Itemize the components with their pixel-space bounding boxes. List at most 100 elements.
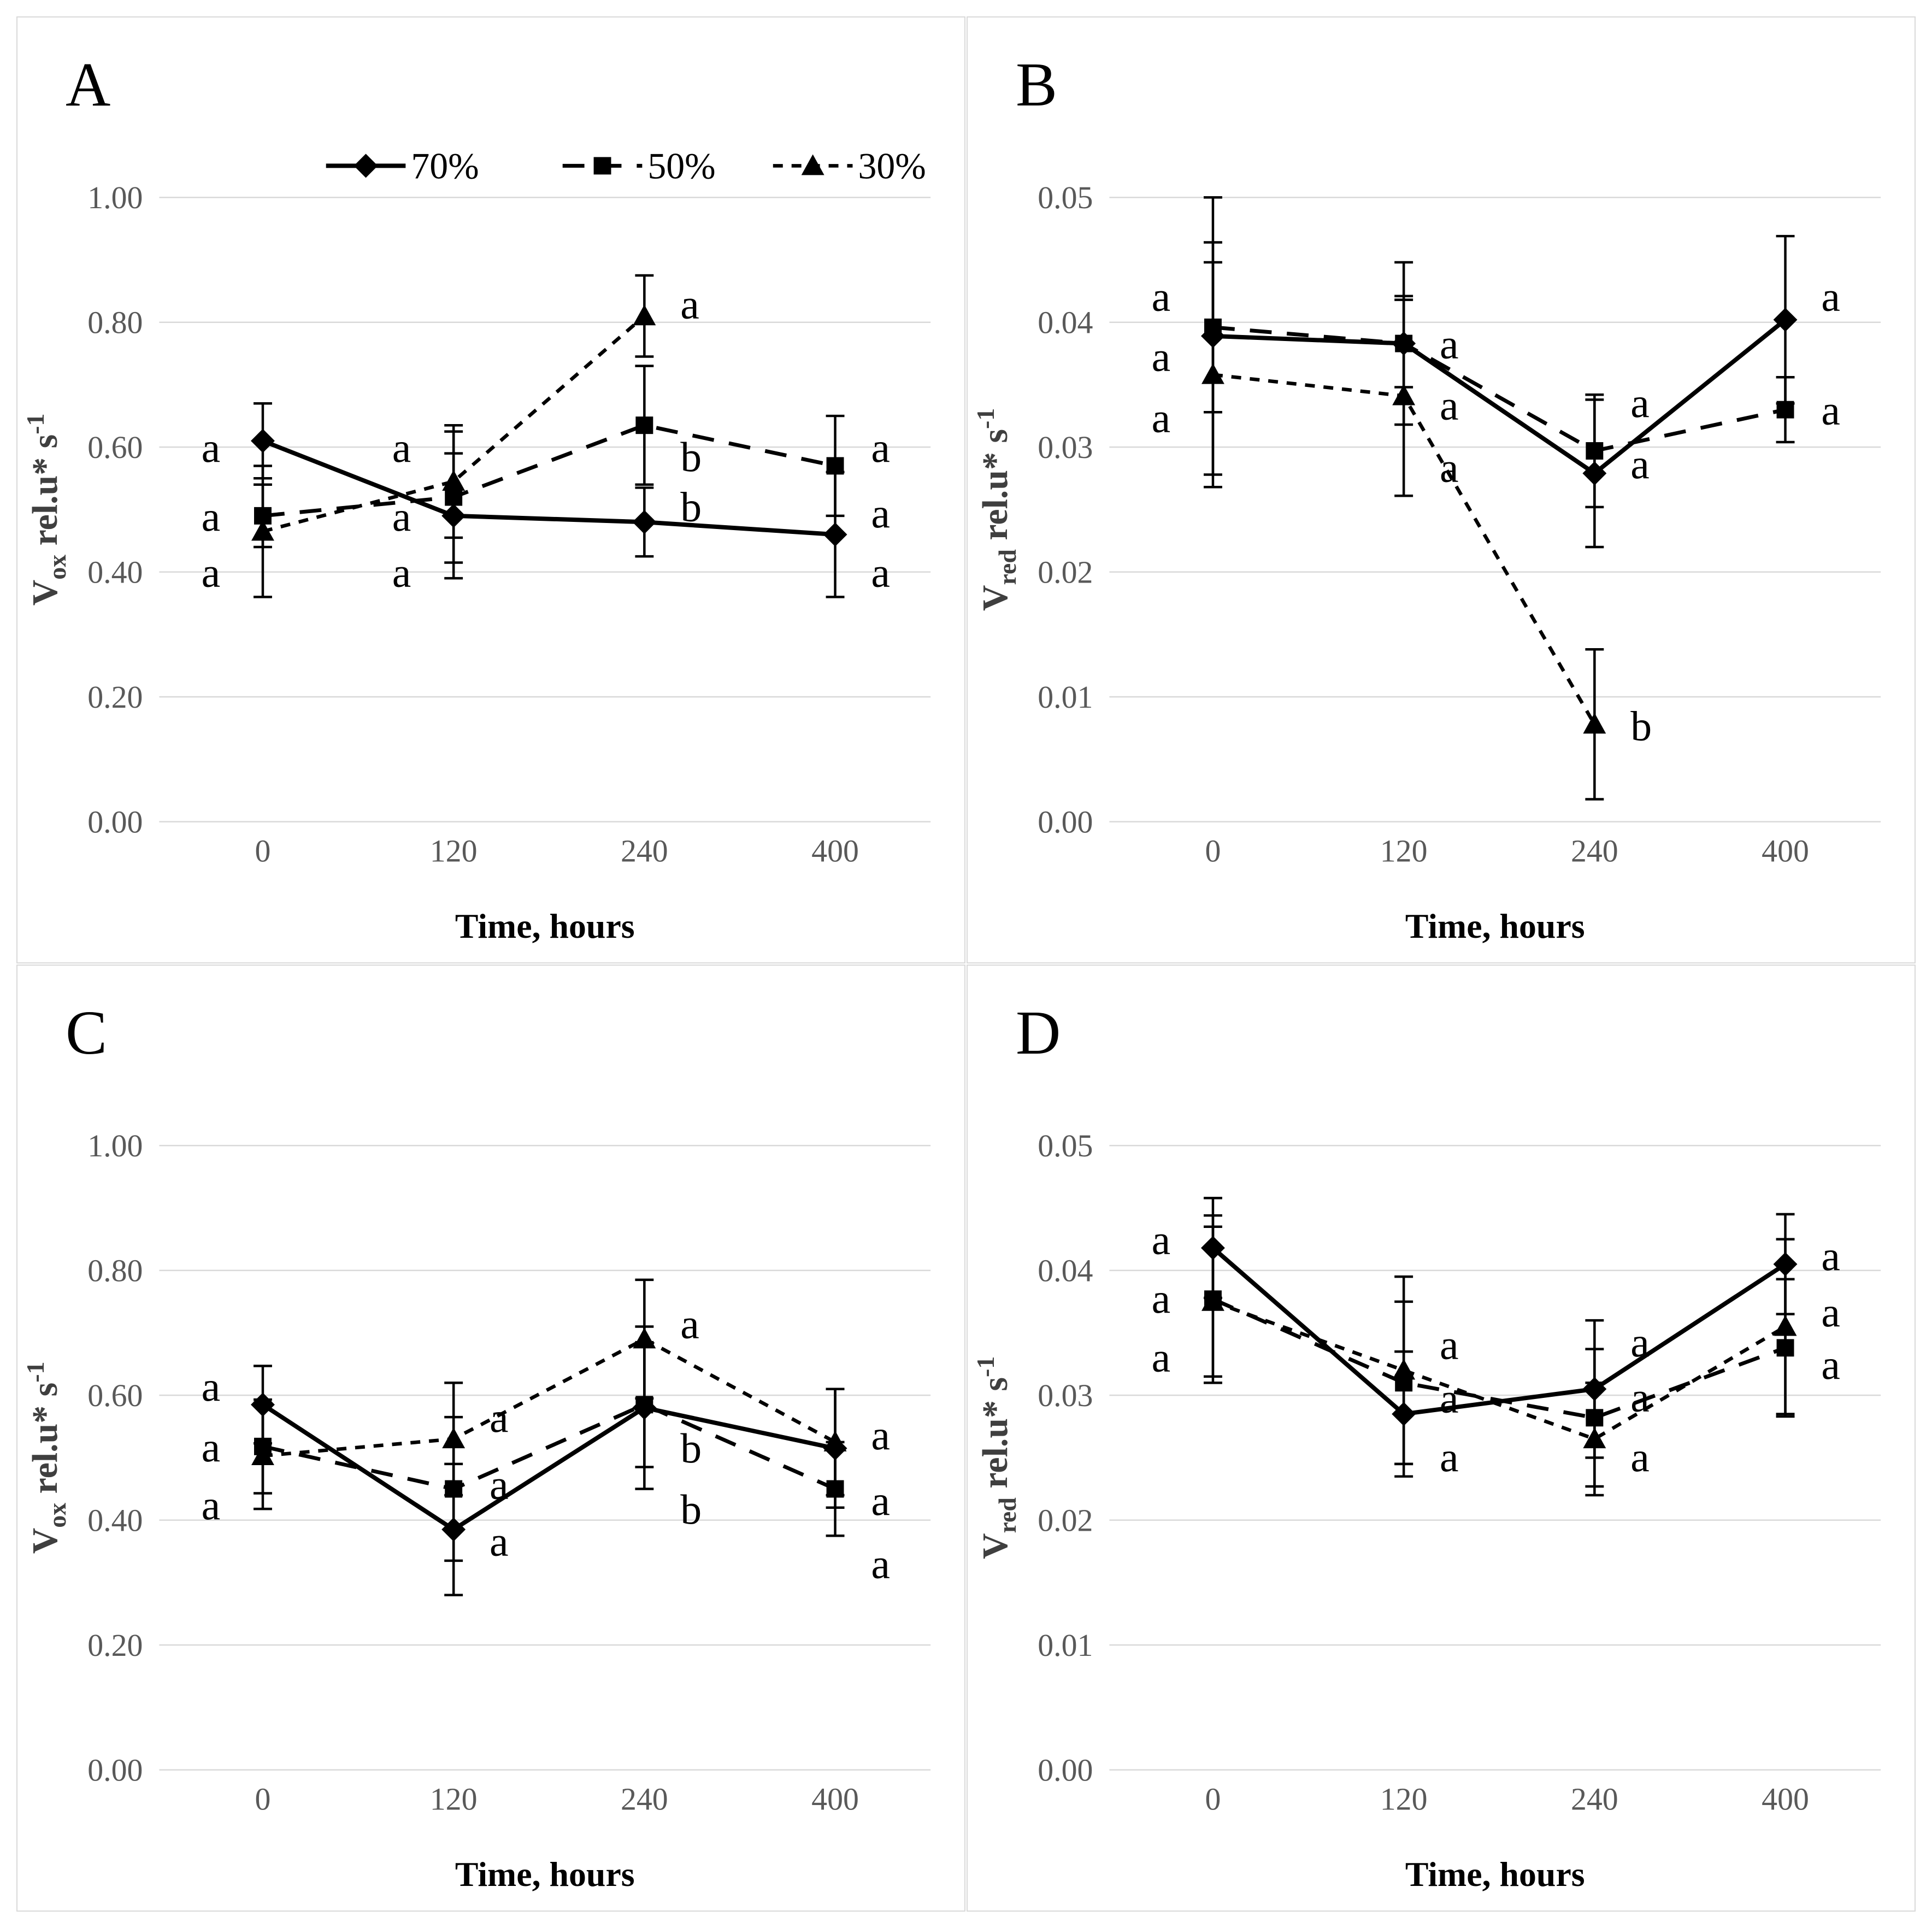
svg-text:a: a (1440, 1321, 1459, 1368)
svg-text:0.04: 0.04 (1038, 305, 1093, 340)
panel-b: B 0.05 0.04 0.03 0.02 0.01 0.00 0 120 240 400 Time… (967, 16, 1916, 963)
series-50% (254, 365, 845, 564)
svg-text:a: a (1152, 273, 1171, 320)
panel-d-chart: 0.05 0.04 0.03 0.02 0.01 0.00 0 120 240 400 Time, … (971, 1128, 1881, 1894)
grid-and-y-ticks: 1.00 0.80 0.60 0.40 0.20 0.00 (87, 180, 931, 840)
series-70% (1201, 1196, 1798, 1478)
svg-text:30%: 30% (858, 145, 926, 186)
x-ticks: 0 120 240 400 (255, 833, 858, 868)
panel-b-label: B (1016, 50, 1058, 119)
svg-text:120: 120 (1380, 833, 1428, 868)
svg-text:a: a (871, 1477, 890, 1524)
series-70% (251, 1325, 847, 1596)
x-ticks: 0 120 240 400 (255, 1781, 858, 1817)
series-50% (1204, 1214, 1795, 1488)
svg-text:0.03: 0.03 (1038, 430, 1093, 465)
svg-text:70%: 70% (411, 145, 479, 186)
svg-text:a: a (680, 280, 699, 327)
svg-text:0.01: 0.01 (1038, 679, 1093, 715)
svg-text:400: 400 (811, 833, 859, 868)
svg-text:0: 0 (255, 1781, 270, 1817)
x-ticks: 0 120 240 400 (1205, 833, 1809, 868)
svg-text:a: a (392, 424, 411, 471)
svg-text:1.00: 1.00 (87, 1128, 143, 1163)
panel-c: C 1.00 0.80 0.60 0.40 0.20 0.00 0 120 240 400 Time… (16, 965, 965, 1912)
svg-text:0: 0 (255, 833, 270, 868)
svg-text:a: a (202, 424, 221, 471)
svg-text:a: a (490, 1518, 509, 1565)
svg-text:a: a (871, 549, 890, 596)
svg-text:0.60: 0.60 (87, 430, 143, 465)
svg-text:120: 120 (430, 1781, 478, 1817)
y-axis-title: Vox rel.u* s-1 (21, 414, 71, 606)
svg-text:a: a (1630, 440, 1650, 487)
panel-a: A 1.00 0.80 0.60 0.40 0.20 0.00 0 120 240 400 Time… (16, 16, 965, 963)
svg-text:0.00: 0.00 (87, 804, 143, 840)
svg-text:a: a (1821, 1289, 1840, 1336)
svg-text:a: a (1630, 379, 1650, 426)
svg-text:0.04: 0.04 (1038, 1253, 1093, 1289)
svg-text:0.00: 0.00 (87, 1753, 143, 1788)
svg-text:240: 240 (1571, 1781, 1618, 1817)
svg-text:a: a (1440, 444, 1459, 491)
grid-and-y-ticks: 0.05 0.04 0.03 0.02 0.01 0.00 (1038, 180, 1881, 840)
svg-text:a: a (1821, 387, 1840, 434)
x-axis-title: Time, hours (1405, 907, 1585, 945)
panel-a-chart: 1.00 0.80 0.60 0.40 0.20 0.00 0 120 240 400 Time, … (21, 145, 931, 945)
panel-d-label: D (1016, 998, 1061, 1067)
svg-text:a: a (1152, 1216, 1171, 1263)
svg-text:a: a (871, 1540, 890, 1587)
svg-text:240: 240 (621, 1781, 668, 1817)
svg-text:a: a (202, 1363, 221, 1410)
svg-text:0.00: 0.00 (1038, 804, 1093, 840)
series-50% (254, 1341, 845, 1562)
series-30% (251, 1278, 847, 1510)
svg-text:a: a (1152, 394, 1171, 441)
svg-text:b: b (680, 1486, 702, 1533)
svg-text:a: a (871, 424, 890, 471)
series-30% (251, 274, 656, 598)
svg-text:a: a (1152, 333, 1171, 380)
svg-text:240: 240 (1571, 833, 1618, 868)
x-axis-title: Time, hours (1405, 1855, 1585, 1894)
svg-text:a: a (1440, 320, 1459, 367)
y-axis-title: Vred rel.u* s-1 (971, 408, 1021, 611)
svg-text:0.01: 0.01 (1038, 1627, 1093, 1663)
x-axis-title: Time, hours (455, 1855, 635, 1894)
svg-text:0.05: 0.05 (1038, 1128, 1093, 1163)
svg-text:a: a (202, 1424, 221, 1471)
y-axis-title: Vred rel.u* s-1 (971, 1356, 1021, 1559)
svg-text:b: b (680, 433, 702, 480)
y-axis-title: Vox rel.u* s-1 (21, 1362, 71, 1554)
svg-text:a: a (1630, 1319, 1650, 1366)
svg-text:a: a (1630, 1373, 1650, 1420)
svg-text:400: 400 (811, 1781, 859, 1817)
svg-text:a: a (1440, 1375, 1459, 1422)
svg-text:a: a (1821, 1341, 1840, 1388)
svg-text:a: a (202, 549, 221, 596)
grid-and-y-ticks: 0.05 0.04 0.03 0.02 0.01 0.00 (1038, 1128, 1881, 1788)
svg-text:a: a (871, 490, 890, 537)
svg-text:0.40: 0.40 (87, 555, 143, 590)
x-axis-title: Time, hours (455, 907, 635, 945)
x-ticks: 0 120 240 400 (1205, 1781, 1809, 1817)
svg-text:0.20: 0.20 (87, 1627, 143, 1663)
svg-text:0.02: 0.02 (1038, 555, 1093, 590)
panel-d: D 0.05 0.04 0.03 0.02 0.01 0.00 0 120 240 400 Time… (967, 965, 1916, 1912)
svg-text:240: 240 (621, 833, 668, 868)
svg-text:a: a (1821, 1232, 1840, 1279)
svg-text:0: 0 (1205, 1781, 1221, 1817)
svg-text:0.00: 0.00 (1038, 1753, 1093, 1788)
svg-text:0: 0 (1205, 833, 1221, 868)
svg-text:0.40: 0.40 (87, 1503, 143, 1538)
svg-text:a: a (1630, 1433, 1650, 1480)
svg-text:0.05: 0.05 (1038, 180, 1093, 215)
svg-text:a: a (392, 493, 411, 540)
svg-text:0.60: 0.60 (87, 1378, 143, 1413)
series-30% (1201, 1225, 1797, 1497)
